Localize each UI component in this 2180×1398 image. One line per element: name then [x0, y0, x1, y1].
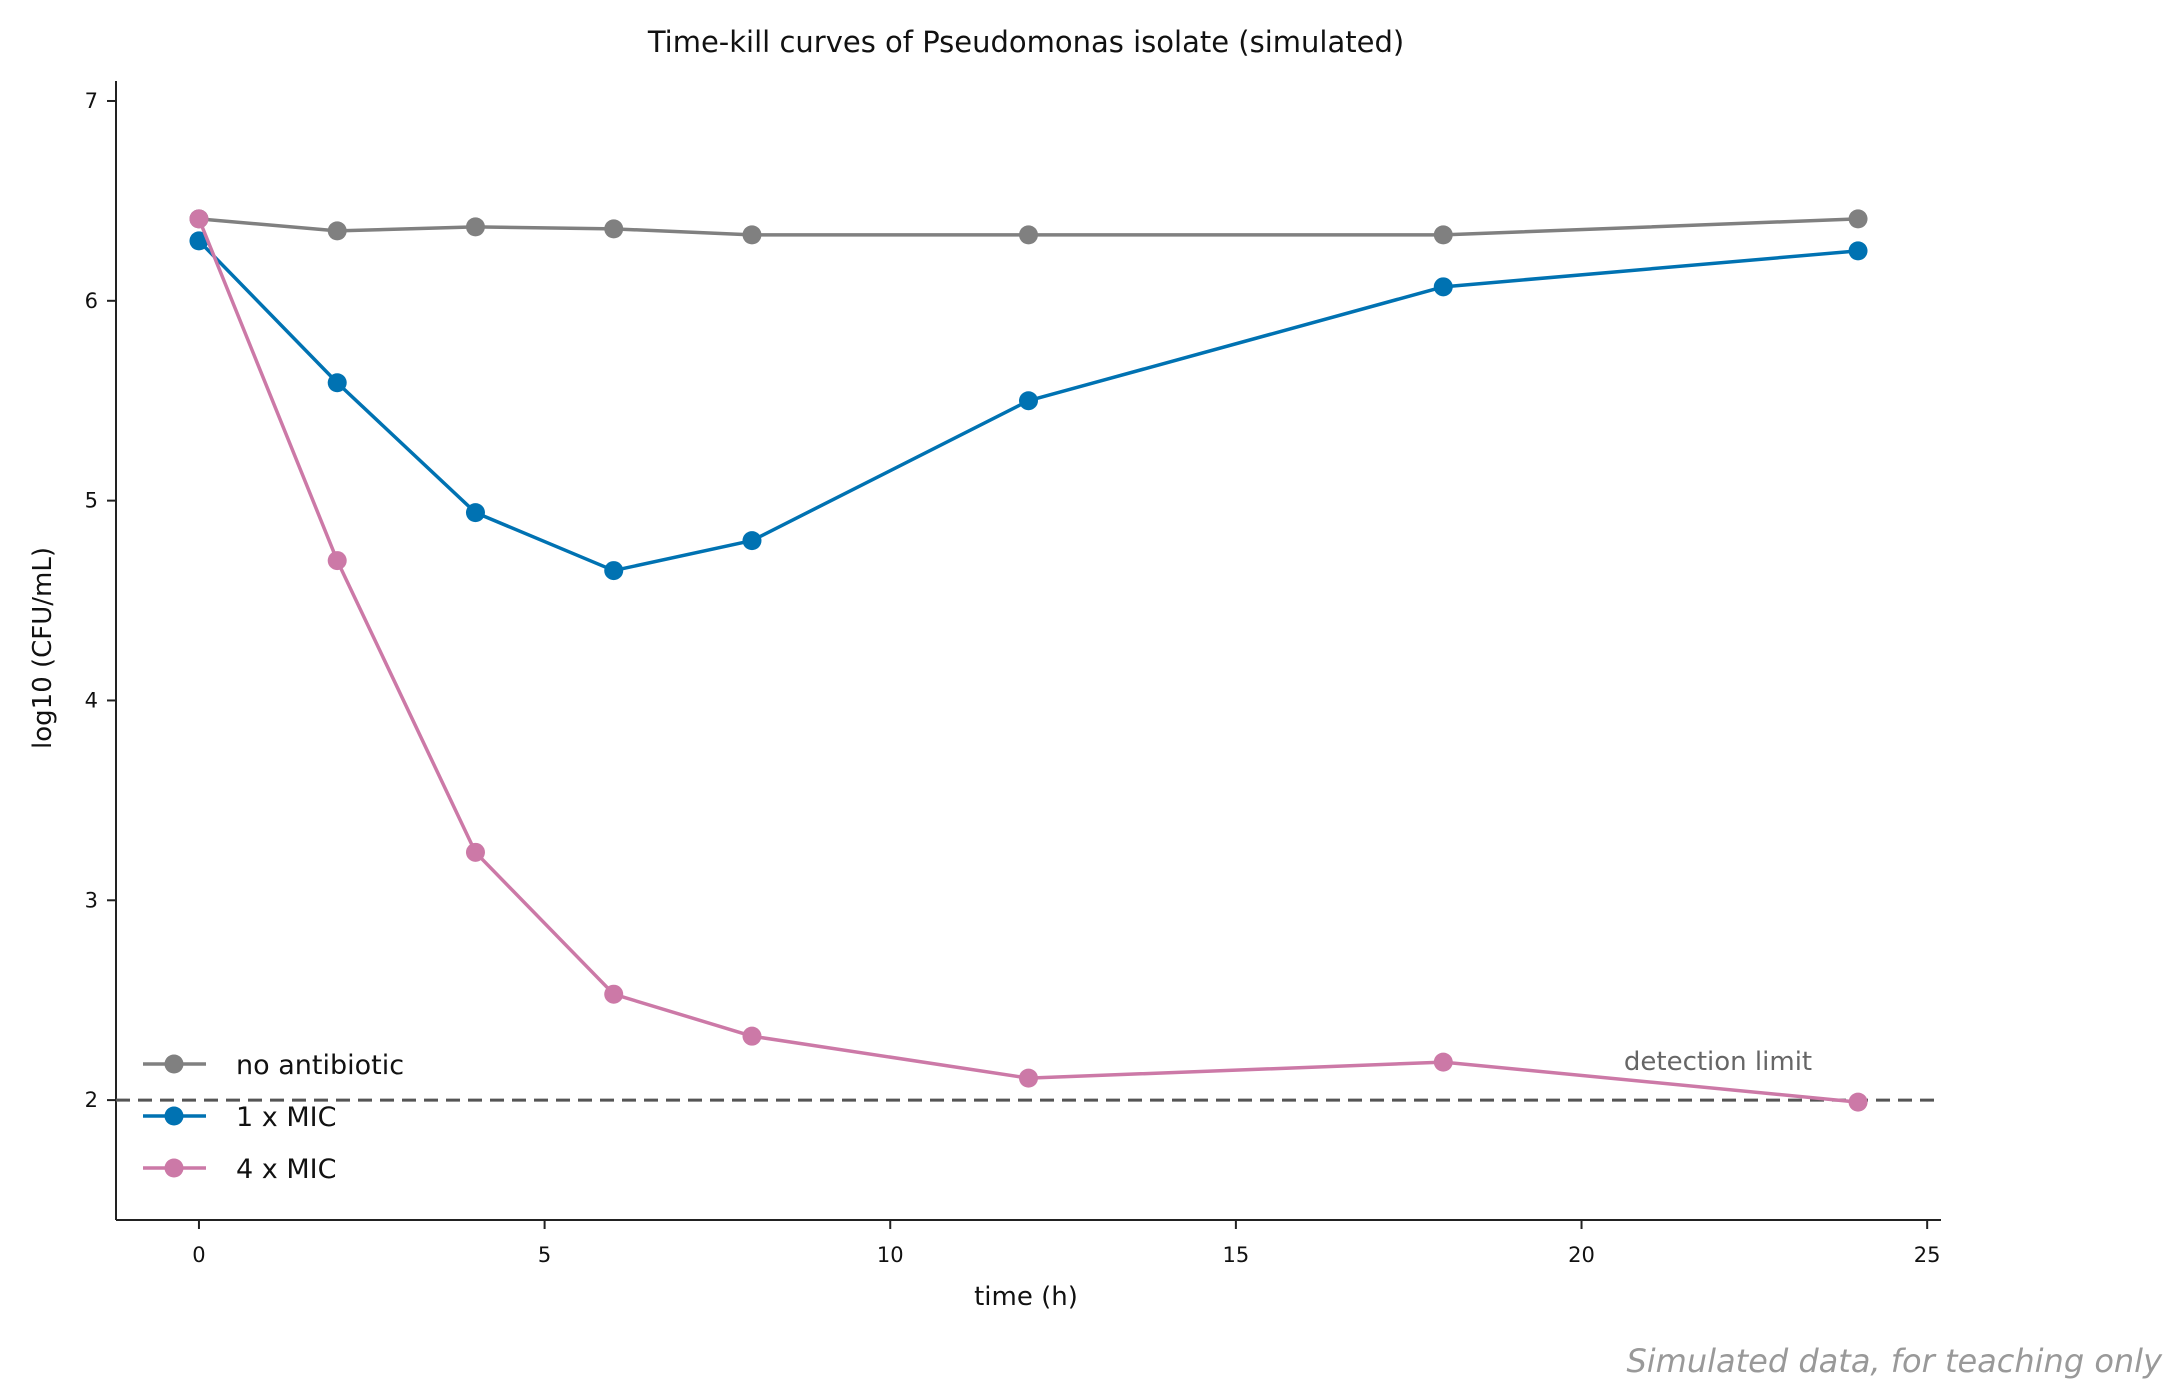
- data-point: [1433, 277, 1453, 297]
- detection-limit-label: detection limit: [1624, 1047, 1812, 1077]
- data-point: [1848, 1092, 1868, 1112]
- x-axis-label: time (h): [974, 1282, 1078, 1312]
- data-point: [1848, 241, 1868, 261]
- series-line: [198, 217, 1859, 237]
- data-point: [189, 231, 209, 251]
- x-tick-label: 25: [1914, 1243, 1941, 1267]
- data-point: [189, 209, 209, 229]
- data-point: [1019, 225, 1038, 245]
- x-tick-label: 5: [538, 1243, 551, 1267]
- x-tick-label: 15: [1223, 1243, 1250, 1267]
- legend: no antibiotic 1 x MIC 4 x MIC: [143, 1050, 404, 1185]
- data-point: [1019, 391, 1038, 411]
- x-tick-label: 20: [1568, 1243, 1595, 1267]
- series-0: [189, 209, 1868, 245]
- y-axis-label: log10 (CFU/mL): [28, 547, 58, 749]
- series-2: [189, 209, 1868, 1112]
- y-tick-label: 4: [85, 688, 98, 712]
- data-point: [604, 561, 624, 581]
- x-tick-label: 0: [192, 1243, 205, 1267]
- data-point: [604, 219, 624, 239]
- data-point: [1433, 225, 1453, 245]
- data-point: [465, 503, 485, 523]
- data-point: [742, 225, 762, 245]
- y-tick-label: 5: [85, 489, 98, 513]
- footer-note: Simulated data, for teaching only: [1626, 1342, 2162, 1380]
- data-point: [1433, 1052, 1453, 1072]
- legend-label: 1 x MIC: [236, 1102, 336, 1133]
- legend-label: no antibiotic: [236, 1050, 404, 1081]
- series-1: [189, 231, 1868, 581]
- data-point: [604, 984, 624, 1004]
- data-point: [1848, 209, 1868, 229]
- x-tick-label: 10: [877, 1243, 904, 1267]
- legend-marker: [164, 1054, 184, 1074]
- y-tick-label: 3: [85, 888, 98, 912]
- data-point: [742, 531, 762, 551]
- y-tick-label: 6: [85, 289, 98, 313]
- data-point: [465, 217, 485, 237]
- data-point: [327, 221, 347, 241]
- series-line: [197, 239, 1859, 573]
- legend-label: 4 x MIC: [236, 1154, 336, 1185]
- chart-title: Time-kill curves of Pseudomonas isolate …: [647, 25, 1404, 59]
- series-line: [197, 218, 1859, 1104]
- plot-area: 0 5 10 15 20 25 2 3 4 5 6 7 detection limit: [85, 81, 1941, 1267]
- data-point: [742, 1026, 762, 1046]
- y-tick-label: 7: [85, 89, 98, 113]
- data-point: [1019, 1068, 1038, 1088]
- data-point: [465, 842, 485, 862]
- data-point: [327, 373, 347, 393]
- legend-marker: [164, 1158, 184, 1178]
- legend-marker: [164, 1106, 184, 1126]
- y-tick-label: 2: [85, 1088, 98, 1112]
- data-point: [327, 551, 347, 571]
